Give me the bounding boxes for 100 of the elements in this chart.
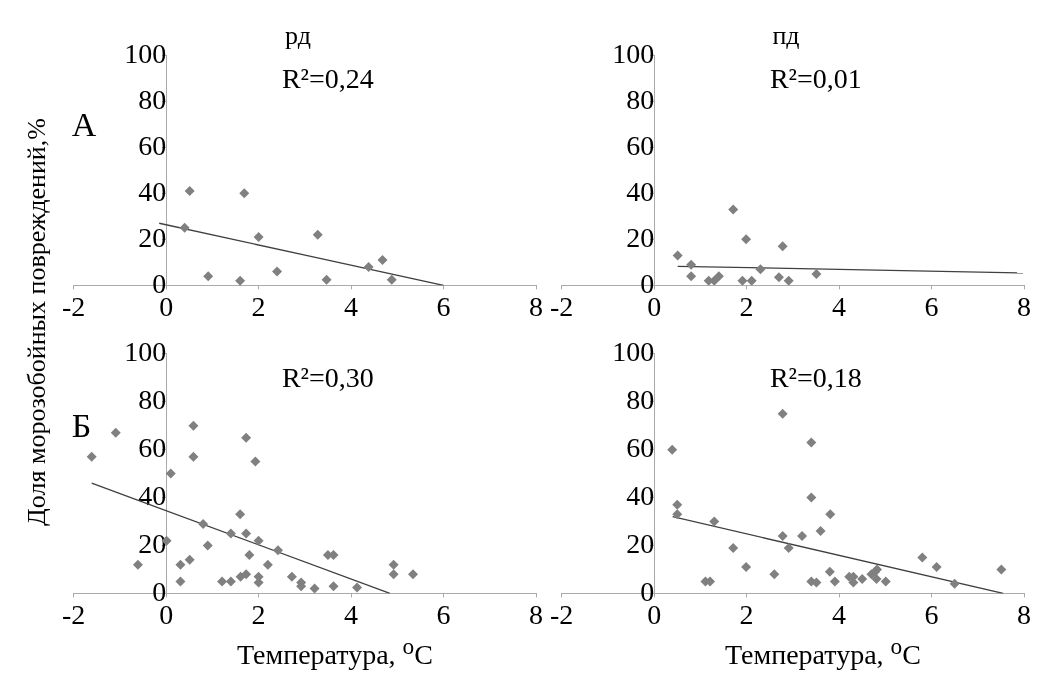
point [686,259,697,270]
point [388,559,399,570]
point [321,274,332,285]
point [286,571,297,582]
point [686,271,697,282]
point [273,545,284,556]
x-axis-title: Температура, $^{o}$C [236,632,434,671]
x-tick-label: 4 [344,598,359,630]
point [811,268,822,279]
point [777,408,788,419]
x-tick-label: 8 [529,290,543,322]
y-tick-label: 20 [138,221,167,253]
point [86,451,97,462]
point [184,554,195,565]
point [773,272,784,283]
x-tick-label: 2 [739,290,754,322]
point [806,437,817,448]
y-axis-title: Доля морозобойных повреждений,% [21,118,52,526]
y-tick-label: 80 [626,83,655,115]
y-tick-label: 40 [626,479,655,511]
chart-title: рд [285,21,311,51]
point [352,582,363,593]
point [225,576,236,587]
point [741,562,752,573]
point [667,444,678,455]
point [253,535,264,546]
y-tick-label: 40 [138,175,167,207]
point [709,516,720,527]
x-tick-label: 2 [251,598,266,630]
point [386,274,397,285]
x-tick-label: 2 [251,290,266,322]
y-tick-label: 60 [626,432,655,463]
point [672,250,683,261]
point [188,420,199,431]
point [312,229,323,240]
point [783,275,794,286]
point [202,540,213,551]
point [225,528,236,539]
y-tick-label: 100 [612,336,655,368]
x-tick-label: 6 [436,290,451,322]
point [996,564,1007,575]
x-tick-label: 4 [832,290,847,322]
x-tick-label: 6 [924,598,939,630]
point [408,569,419,580]
chart-title: пд [772,21,800,51]
point [777,241,788,252]
point [175,576,186,587]
point [777,530,788,541]
point [857,574,868,585]
y-tick-label: 100 [124,336,167,368]
point [188,451,199,462]
point [829,576,840,587]
x-tick-label: -2 [550,598,574,630]
x-tick-label: 6 [924,290,939,322]
point [377,255,388,266]
point [235,275,246,286]
x-tick-label: 4 [832,598,847,630]
y-tick-label: 60 [138,432,167,463]
y-tick-label: 20 [626,527,655,559]
y-tick-label: 80 [626,384,655,416]
annotation: R²=0,01 [769,63,862,96]
point [363,261,374,272]
x-tick-label: -2 [550,290,574,322]
point [769,569,780,580]
point [825,509,836,520]
x-tick-label: 2 [739,598,754,630]
y-tick-label: 60 [138,129,167,161]
annotation: R²=0,24 [281,63,374,96]
point [203,271,214,282]
point [746,275,757,286]
point [132,559,143,570]
point [871,574,882,585]
point [244,550,255,561]
x-tick-label: 6 [436,598,451,630]
point [728,542,739,553]
point [783,542,794,553]
point [728,204,739,215]
y-tick-label: 80 [138,384,167,416]
point [184,186,195,197]
point [309,583,320,594]
point [241,528,252,539]
point [917,552,928,563]
x-tick-label: 8 [529,598,543,630]
y-tick-label: 40 [626,175,655,207]
x-tick-label: 8 [1017,290,1031,322]
point [755,264,766,275]
y-tick-label: 100 [612,37,655,69]
y-tick-label: 40 [138,479,167,511]
point [165,468,176,479]
point [672,499,683,510]
point [110,427,121,438]
y-tick-label: 20 [138,527,167,559]
point [713,271,724,282]
point [217,576,228,587]
point [806,492,817,503]
x-axis-title: Температура, $^{o}$C [724,632,922,671]
y-tick-label: 60 [626,129,655,161]
x-tick-label: -2 [62,290,86,322]
point [328,581,339,592]
point [388,569,399,580]
